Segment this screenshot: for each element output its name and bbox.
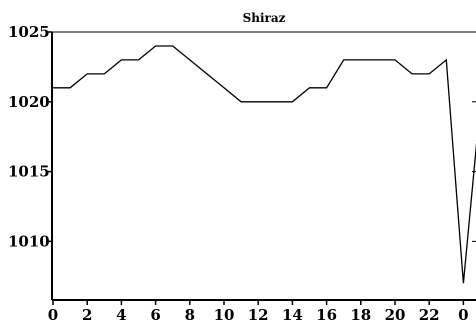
x-tick-label: 0 (48, 306, 58, 324)
y-axis-ticks: 1010 1015 1020 1025 (8, 23, 476, 250)
y-tick-label: 1010 (8, 232, 50, 250)
x-tick-label: 10 (214, 306, 235, 324)
x-tick-label: 14 (282, 306, 303, 324)
y-tick-label: 1020 (8, 93, 50, 111)
y-tick-label: 1025 (8, 23, 50, 41)
series-group (53, 45, 476, 284)
x-tick-label: 20 (385, 306, 406, 324)
series-line (53, 45, 476, 284)
x-axis-ticks: 0 2 4 6 8 10 12 14 16 18 20 22 0 (48, 300, 469, 324)
x-tick-label: 6 (150, 306, 160, 324)
x-tick-label: 12 (248, 306, 269, 324)
x-tick-label: 0 (458, 306, 468, 324)
chart-title: Shiraz (243, 11, 286, 25)
x-tick-label: 2 (82, 306, 92, 324)
x-tick-label: 18 (350, 306, 371, 324)
x-tick-label: 16 (316, 306, 337, 324)
y-tick-label: 1015 (8, 163, 50, 181)
x-tick-label: 8 (185, 306, 195, 324)
x-tick-label: 22 (419, 306, 440, 324)
x-tick-label: 4 (116, 306, 126, 324)
